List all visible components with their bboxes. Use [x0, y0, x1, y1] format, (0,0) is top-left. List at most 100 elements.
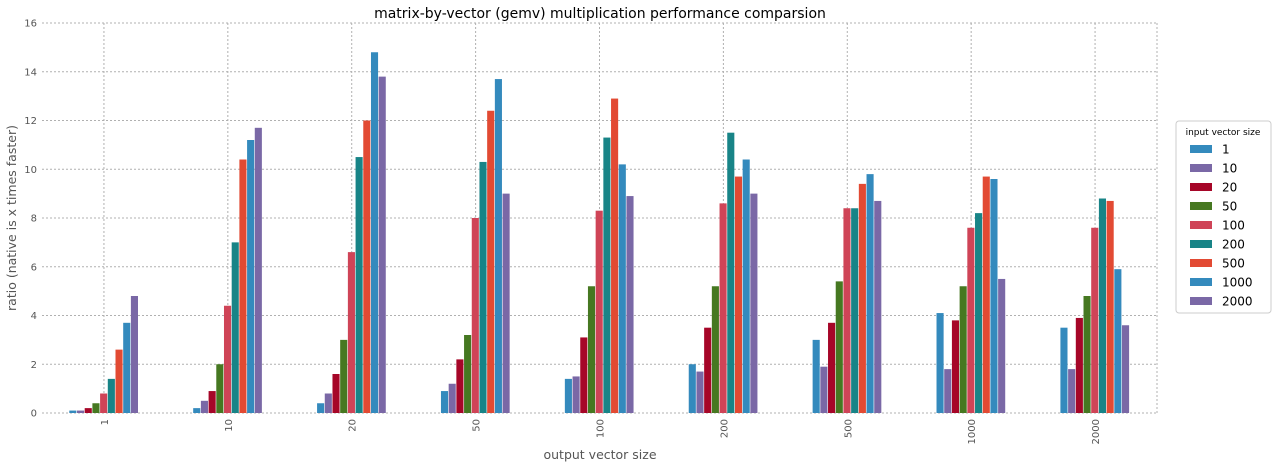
bar-500-20 — [828, 322, 836, 413]
legend-title: input vector size — [1186, 128, 1261, 138]
bar-100-10 — [572, 376, 580, 413]
bar-50-10 — [448, 383, 456, 413]
bar-500-100 — [843, 208, 851, 413]
bar-1-20 — [84, 408, 92, 413]
legend-label: 100 — [1222, 219, 1245, 233]
bar-10-2000 — [254, 127, 262, 413]
bar-2000-10 — [1068, 369, 1076, 413]
bars — [69, 52, 1130, 413]
bar-200-2000 — [750, 193, 758, 413]
legend-swatch — [1190, 240, 1212, 248]
x-axis-title: output vector size — [543, 447, 656, 462]
bar-500-2000 — [874, 200, 882, 413]
bar-2000-50 — [1083, 296, 1091, 413]
bar-200-20 — [704, 327, 712, 413]
legend-swatch — [1190, 297, 1212, 305]
y-tick-label: 4 — [31, 311, 37, 322]
bar-1000-500 — [982, 176, 990, 413]
bar-10-100 — [223, 305, 232, 413]
legend-label: 10 — [1222, 162, 1237, 176]
y-tick-label: 16 — [24, 19, 37, 30]
bar-1000-20 — [951, 320, 960, 413]
bar-1000-2000 — [998, 278, 1006, 413]
bar-200-200 — [727, 132, 735, 413]
bar-1-1 — [69, 410, 77, 413]
bar-20-20 — [332, 374, 340, 413]
legend-label: 500 — [1222, 257, 1245, 271]
chart-title: matrix-by-vector (gemv) multiplication p… — [374, 6, 826, 22]
bar-200-100 — [719, 203, 727, 413]
bar-500-1000 — [866, 174, 874, 413]
legend-label: 1000 — [1222, 276, 1253, 290]
bar-20-1000 — [370, 52, 379, 413]
bar-10-1000 — [247, 140, 255, 413]
y-tick-label: 14 — [24, 67, 37, 78]
bar-500-10 — [820, 366, 828, 413]
bar-50-1000 — [494, 79, 502, 413]
legend-swatch — [1190, 164, 1212, 172]
legend: input vector size 1 10 20 50 100 200 500 1000 20… — [1175, 120, 1272, 314]
x-tick-label: 10 — [224, 419, 235, 432]
bar-1-10 — [76, 410, 85, 413]
bar-100-200 — [603, 137, 611, 413]
bar-1000-1 — [936, 313, 944, 413]
bar-20-1 — [317, 403, 325, 413]
legend-swatch — [1190, 221, 1212, 229]
bar-1-50 — [92, 403, 100, 413]
x-tick-label: 1 — [100, 419, 111, 425]
legend-label: 2000 — [1222, 295, 1253, 309]
legend-swatch — [1190, 183, 1212, 191]
y-tick-labels: 0 2 4 6 8 10 12 14 16 — [24, 19, 37, 420]
bar-200-10 — [696, 371, 704, 413]
bar-50-100 — [471, 218, 479, 413]
legend-swatch — [1190, 259, 1212, 267]
legend-swatch — [1190, 202, 1212, 210]
bar-50-500 — [487, 110, 495, 413]
bar-1-100 — [100, 393, 108, 413]
bar-1-2000 — [130, 296, 138, 413]
bar-20-500 — [363, 120, 371, 413]
bar-1000-200 — [975, 213, 983, 413]
y-tick-label: 10 — [24, 165, 37, 176]
y-tick-label: 6 — [31, 262, 37, 273]
bar-500-1 — [812, 339, 820, 413]
bar-1000-50 — [959, 286, 967, 413]
x-tick-label: 2000 — [1091, 419, 1102, 444]
legend-label: 20 — [1222, 181, 1237, 195]
bar-1-1000 — [123, 322, 131, 413]
legend-swatch — [1190, 145, 1212, 153]
bar-2000-20 — [1075, 317, 1083, 413]
bar-10-10 — [200, 400, 208, 413]
bar-50-2000 — [502, 193, 510, 413]
x-tick-label: 500 — [843, 419, 854, 438]
legend-label: 200 — [1222, 238, 1245, 252]
bar-2000-500 — [1106, 200, 1114, 413]
bar-500-500 — [858, 183, 866, 413]
bar-100-500 — [611, 98, 619, 413]
bar-10-20 — [208, 391, 216, 413]
bar-1000-10 — [944, 369, 952, 413]
bar-10-500 — [239, 159, 247, 413]
x-tick-label: 1000 — [967, 419, 978, 444]
bar-10-200 — [231, 242, 239, 413]
bar-200-1000 — [742, 159, 750, 413]
bar-200-500 — [734, 176, 743, 413]
x-tick-label: 50 — [472, 419, 483, 432]
bar-20-100 — [347, 252, 355, 413]
x-tick-label: 20 — [348, 419, 359, 432]
bar-20-200 — [355, 157, 363, 413]
bar-100-2000 — [626, 196, 634, 413]
bar-20-10 — [324, 393, 332, 413]
bar-100-1 — [564, 378, 572, 413]
bar-20-2000 — [378, 76, 386, 413]
bar-10-1 — [193, 408, 201, 413]
bar-1-500 — [115, 349, 123, 413]
bar-200-1 — [688, 364, 696, 413]
legend-label: 1 — [1222, 143, 1230, 157]
bar-1000-100 — [967, 227, 975, 413]
x-tick-labels: 1 10 20 50 100 200 500 1000 2000 — [100, 419, 1102, 444]
bar-50-20 — [456, 359, 464, 413]
bar-50-1 — [440, 391, 449, 413]
bar-200-50 — [711, 286, 719, 413]
